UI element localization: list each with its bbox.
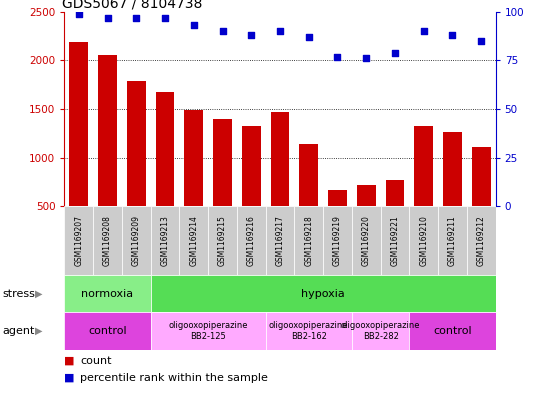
- Bar: [208, 206, 237, 275]
- Bar: [151, 206, 179, 275]
- Bar: [381, 206, 409, 275]
- Bar: [213, 119, 232, 206]
- Bar: [472, 147, 491, 206]
- Point: [247, 32, 256, 38]
- Bar: [69, 42, 88, 206]
- Point: [189, 22, 198, 29]
- Text: ■: ■: [64, 373, 75, 383]
- Bar: [156, 92, 174, 206]
- Bar: [386, 180, 404, 206]
- Text: GSM1169220: GSM1169220: [362, 215, 371, 266]
- Text: GSM1169208: GSM1169208: [103, 215, 112, 266]
- Text: GSM1169218: GSM1169218: [304, 215, 313, 266]
- Point: [390, 50, 399, 56]
- Text: GSM1169217: GSM1169217: [276, 215, 284, 266]
- Point: [161, 15, 170, 21]
- Text: ▶: ▶: [35, 326, 43, 336]
- Text: control: control: [433, 326, 472, 336]
- Bar: [151, 312, 265, 350]
- Bar: [64, 312, 151, 350]
- Bar: [270, 112, 290, 206]
- Text: stress: stress: [3, 289, 36, 299]
- Text: GSM1169211: GSM1169211: [448, 215, 457, 266]
- Text: GSM1169219: GSM1169219: [333, 215, 342, 266]
- Bar: [295, 206, 323, 275]
- Text: GSM1169212: GSM1169212: [477, 215, 486, 266]
- Bar: [184, 110, 203, 206]
- Bar: [127, 81, 146, 206]
- Point: [419, 28, 428, 35]
- Text: hypoxia: hypoxia: [301, 289, 345, 299]
- Bar: [409, 312, 496, 350]
- Text: agent: agent: [3, 326, 35, 336]
- Text: oligooxopiperazine
BB2-125: oligooxopiperazine BB2-125: [169, 321, 248, 341]
- Text: control: control: [88, 326, 127, 336]
- Point: [477, 38, 486, 44]
- Point: [132, 15, 141, 21]
- Text: ▶: ▶: [35, 289, 43, 299]
- Point: [218, 28, 227, 35]
- Bar: [93, 206, 122, 275]
- Point: [448, 32, 457, 38]
- Text: GSM1169210: GSM1169210: [419, 215, 428, 266]
- Bar: [352, 206, 381, 275]
- Bar: [328, 190, 347, 206]
- Text: count: count: [80, 356, 111, 366]
- Text: GSM1169214: GSM1169214: [189, 215, 198, 266]
- Bar: [352, 312, 409, 350]
- Text: GSM1169209: GSM1169209: [132, 215, 141, 266]
- Text: ■: ■: [64, 356, 75, 366]
- Text: GSM1169213: GSM1169213: [161, 215, 170, 266]
- Bar: [414, 126, 433, 206]
- Bar: [98, 55, 117, 206]
- Bar: [179, 206, 208, 275]
- Text: oligooxopiperazine
BB2-162: oligooxopiperazine BB2-162: [269, 321, 348, 341]
- Bar: [265, 206, 295, 275]
- Text: GSM1169215: GSM1169215: [218, 215, 227, 266]
- Point: [333, 53, 342, 60]
- Bar: [237, 206, 265, 275]
- Bar: [300, 144, 318, 206]
- Text: GDS5067 / 8104738: GDS5067 / 8104738: [62, 0, 203, 11]
- Bar: [265, 312, 352, 350]
- Bar: [151, 275, 496, 312]
- Text: normoxia: normoxia: [81, 289, 134, 299]
- Bar: [323, 206, 352, 275]
- Bar: [64, 275, 151, 312]
- Text: percentile rank within the sample: percentile rank within the sample: [80, 373, 268, 383]
- Bar: [438, 206, 467, 275]
- Bar: [122, 206, 151, 275]
- Bar: [409, 206, 438, 275]
- Point: [304, 34, 313, 40]
- Text: GSM1169221: GSM1169221: [390, 215, 399, 266]
- Text: GSM1169216: GSM1169216: [247, 215, 256, 266]
- Point: [103, 15, 112, 21]
- Point: [74, 11, 83, 17]
- Bar: [357, 185, 376, 206]
- Point: [362, 55, 371, 62]
- Bar: [443, 132, 462, 206]
- Bar: [242, 126, 260, 206]
- Text: GSM1169207: GSM1169207: [74, 215, 83, 266]
- Text: oligooxopiperazine
BB2-282: oligooxopiperazine BB2-282: [341, 321, 421, 341]
- Bar: [467, 206, 496, 275]
- Bar: [64, 206, 93, 275]
- Point: [276, 28, 284, 35]
